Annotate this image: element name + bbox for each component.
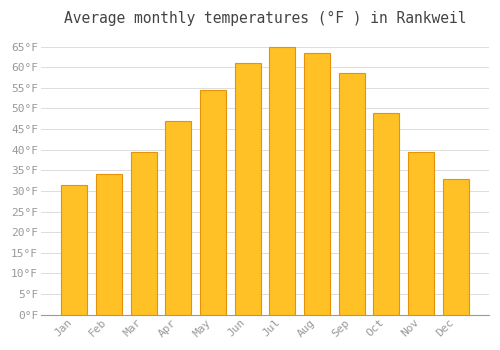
- Bar: [234, 63, 260, 315]
- Bar: [130, 152, 156, 315]
- Bar: [442, 178, 468, 315]
- Bar: [200, 90, 226, 315]
- Title: Average monthly temperatures (°F ) in Rankweil: Average monthly temperatures (°F ) in Ra…: [64, 11, 466, 26]
- Bar: [96, 175, 122, 315]
- Bar: [408, 152, 434, 315]
- Bar: [62, 185, 87, 315]
- Bar: [373, 113, 399, 315]
- Bar: [304, 53, 330, 315]
- Bar: [338, 74, 364, 315]
- Bar: [165, 121, 191, 315]
- Bar: [269, 47, 295, 315]
